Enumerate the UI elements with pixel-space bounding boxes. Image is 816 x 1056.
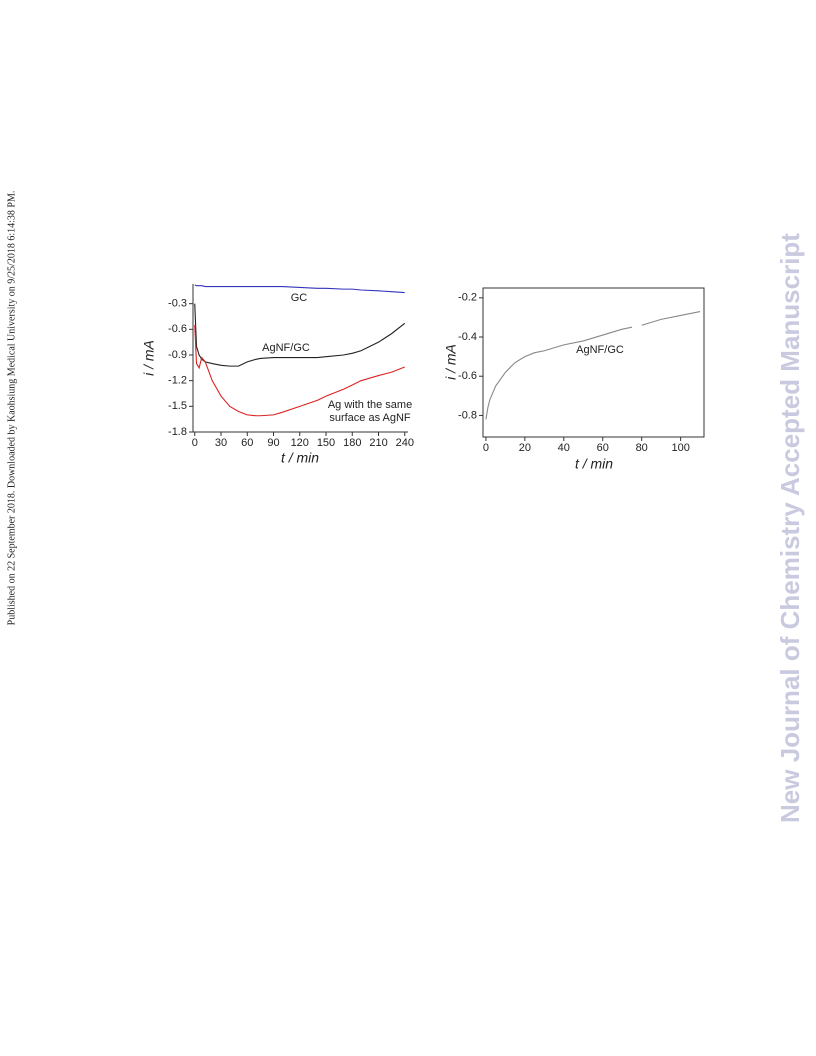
annotation: Ag with the same	[328, 399, 412, 411]
watermark: New Journal of Chemistry Accepted Manusc…	[775, 233, 805, 823]
y-tick-label: -0.6	[458, 370, 477, 382]
x-tick-label: 40	[558, 442, 570, 454]
y-axis-title: i / mA	[141, 340, 157, 376]
x-tick-label: 60	[241, 437, 253, 449]
y-tick-label: -1.2	[168, 375, 187, 387]
x-tick-label: 30	[215, 437, 227, 449]
x-axis-title: t / min	[281, 450, 319, 466]
annotation: GC	[291, 292, 308, 304]
x-tick-label: 210	[369, 437, 387, 449]
x-tick-label: 60	[597, 442, 609, 454]
y-tick-label: -0.4	[458, 331, 477, 343]
data-line	[194, 284, 405, 294]
x-tick-label: 0	[483, 442, 489, 454]
x-tick-label: 80	[636, 442, 648, 454]
x-tick-label: 120	[291, 437, 309, 449]
annotation: AgNF/GC	[576, 344, 624, 356]
y-tick-label: -0.6	[168, 323, 187, 335]
data-line	[485, 310, 701, 420]
x-tick-label: 0	[192, 437, 198, 449]
annotation: AgNF/GC	[262, 342, 310, 354]
plot-frame	[482, 287, 705, 438]
x-tick-label: 180	[343, 437, 361, 449]
y-tick-label: -0.3	[168, 298, 187, 310]
y-axis-title: i / mA	[443, 344, 459, 380]
download-note: Published on 22 September 2018. Download…	[6, 191, 17, 626]
y-tick-label: -0.2	[458, 292, 477, 304]
x-tick-label: 90	[267, 437, 279, 449]
y-tick-label: -1.5	[168, 400, 187, 412]
x-tick-label: 20	[519, 442, 531, 454]
annotation: surface as AgNF	[329, 412, 411, 424]
x-tick-label: 240	[396, 437, 414, 449]
x-tick-label: 100	[671, 442, 689, 454]
y-tick-label: -1.8	[168, 426, 187, 438]
data-line	[194, 303, 406, 367]
x-tick-label: 150	[317, 437, 335, 449]
y-tick-label: -0.8	[458, 409, 477, 421]
data-line	[194, 325, 405, 417]
x-axis-title: t / min	[575, 456, 613, 472]
y-tick-label: -0.9	[168, 349, 187, 361]
